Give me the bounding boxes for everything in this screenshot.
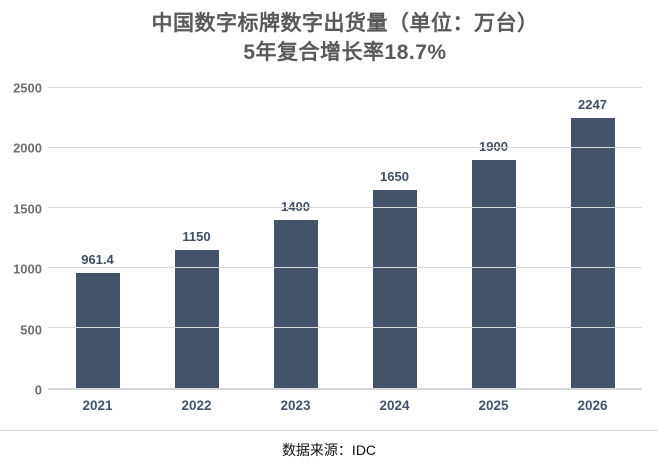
y-tick-label-500: 500 (20, 322, 42, 338)
bar-2023 (273, 220, 318, 388)
bar-value-label-2023: 1400 (281, 199, 310, 214)
gridline-2000 (48, 147, 642, 148)
bar-2022 (174, 250, 219, 388)
x-tick-label-2021: 2021 (82, 398, 113, 413)
gridline-2500 (48, 87, 642, 88)
bar-slot-2021: 961.4 (48, 88, 147, 388)
gridline-1500 (48, 207, 642, 208)
bar-value-label-2022: 1150 (182, 229, 211, 244)
chart-title-line1: 中国数字标牌数字出货量（单位：万台） (151, 12, 539, 35)
bar-value-label-2026: 2247 (578, 97, 607, 113)
y-tick-label-1000: 1000 (13, 261, 42, 277)
bar-series: 961.4 1150 1400 1650 1900 2247 (48, 88, 642, 388)
x-axis: 2021 2022 2023 2024 2025 2026 (48, 398, 642, 413)
chart-title: 中国数字标牌数字出货量（单位：万台） 5年复合增长率18.7% (48, 10, 642, 68)
bar-2026 (570, 118, 615, 388)
bar-slot-2026: 2247 (543, 88, 642, 388)
x-tick-label-2023: 2023 (280, 398, 311, 413)
bar-slot-2024: 1650 (345, 88, 444, 388)
bar-slot-2023: 1400 (246, 88, 345, 388)
bar-value-label-2025: 1900 (479, 139, 508, 154)
x-tick-label-2025: 2025 (478, 398, 509, 413)
bar-slot-2025: 1900 (444, 88, 543, 388)
y-tick-label-1500: 1500 (13, 201, 42, 217)
bar-2025 (471, 160, 516, 388)
chart-title-line2: 5年复合增长率18.7% (243, 40, 447, 64)
y-axis: 0 500 1000 1500 2000 2500 (0, 81, 42, 398)
gridline-500 (48, 327, 642, 328)
bar-2024 (372, 190, 417, 388)
bar-slot-2022: 1150 (147, 88, 246, 388)
y-tick-label-2000: 2000 (13, 140, 42, 156)
data-source-note: 数据来源：IDC (281, 442, 377, 458)
plot-area: 961.4 1150 1400 1650 1900 2247 (48, 87, 642, 390)
bar-value-label-2021: 961.4 (81, 251, 114, 267)
y-tick-label-2500: 2500 (13, 80, 42, 96)
footer-divider (0, 430, 658, 431)
bar-2021 (75, 272, 120, 388)
y-tick-label-0: 0 (34, 382, 42, 398)
gridline-1000 (48, 267, 642, 268)
x-tick-label-2022: 2022 (181, 398, 212, 413)
x-tick-label-2026: 2026 (577, 398, 608, 413)
x-tick-label-2024: 2024 (379, 398, 410, 413)
bar-value-label-2024: 1650 (380, 169, 409, 184)
